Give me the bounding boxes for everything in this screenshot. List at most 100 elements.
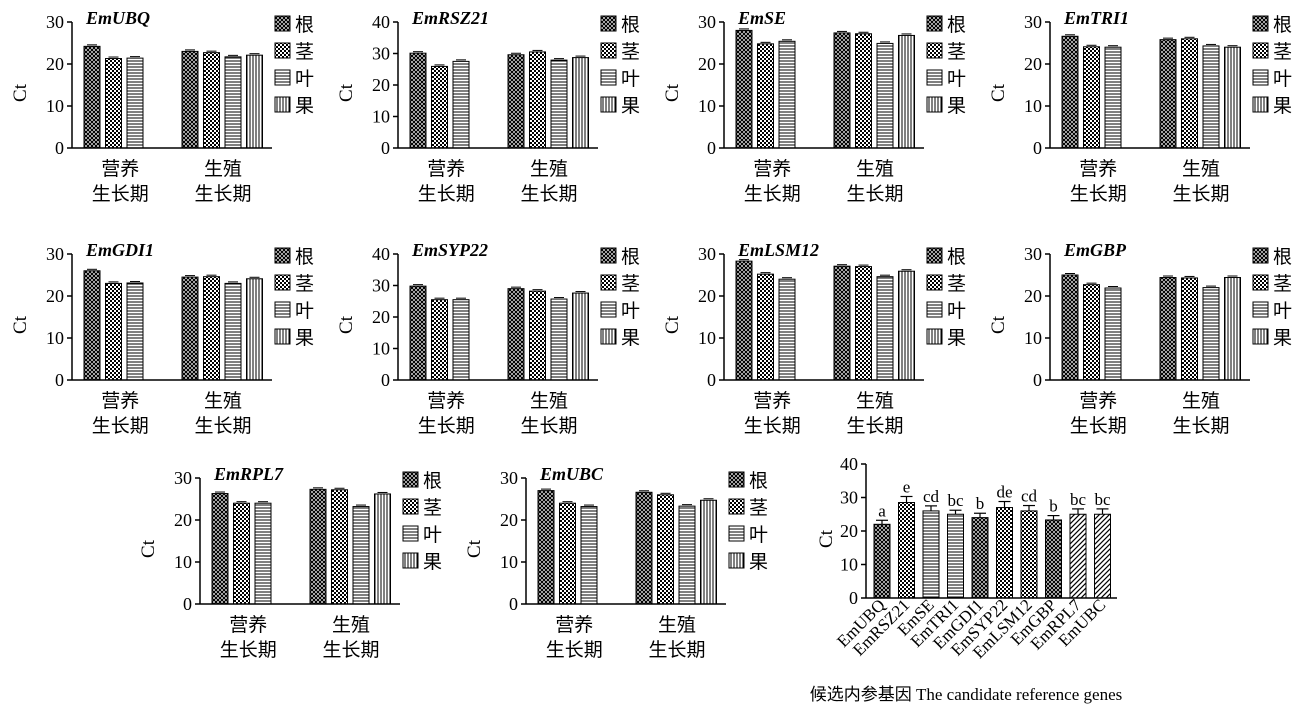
emubq-bar-reproductive-4 <box>246 54 263 149</box>
emse-legend-swatch <box>926 15 943 32</box>
chart-emubq: 0 10 20 30 Ct EmUBQ 营养 生长期 生殖 生长期 根茎叶果 <box>10 6 314 211</box>
summary-significance-letter: e <box>903 477 911 496</box>
emubc-x-category-label: 生殖 <box>658 614 696 636</box>
emse-legend-swatch <box>926 69 943 86</box>
emlsm12-bar-reproductive-2 <box>855 266 872 381</box>
emubc-y-tick-label: 10 <box>500 552 518 572</box>
emrpl7-legend-swatch <box>402 552 419 569</box>
emubc-y-axis-label: Ct <box>464 539 485 558</box>
emubc-legend-label: 叶 <box>749 524 768 546</box>
emsyp22-legend-swatch <box>600 247 617 264</box>
emsyp22-legend-swatch <box>600 328 617 345</box>
emrpl7-x-category-label: 生殖 <box>332 614 370 636</box>
emubc-y-tick-label: 20 <box>500 510 518 530</box>
emrpl7-bar-reproductive-1 <box>309 488 327 605</box>
emse-y-tick-label: 0 <box>707 138 716 158</box>
emgbp-bar-reproductive-2 <box>1181 277 1198 381</box>
emgbp-x-category-label: 生长期 <box>1070 415 1127 437</box>
emtri1-x-category-label: 生长期 <box>1172 183 1229 205</box>
emsyp22-bar-reproductive-2 <box>529 290 546 381</box>
emubq-legend-swatch <box>274 42 291 59</box>
chart-emrsz21: 0 10 20 30 40 Ct EmRSZ21 营养 生长期 生殖 生长期 根茎叶果 <box>336 6 640 211</box>
emgdi1-x-category-label: 营养 <box>101 390 139 412</box>
emgdi1-bar-reproductive-1 <box>181 276 199 381</box>
emgbp-legend-label: 果 <box>1273 327 1292 349</box>
emgdi1-chart-title: EmGDI1 <box>85 240 154 260</box>
emtri1-legend-label: 果 <box>1273 95 1292 117</box>
summary-y-axis-label: Ct <box>816 529 837 548</box>
emgbp-legend-swatch <box>1252 247 1269 264</box>
emse-bar-vegetative-1 <box>735 29 753 149</box>
summary-significance-letter: cd <box>1021 487 1038 506</box>
emsyp22-bar-reproductive-3 <box>550 298 568 381</box>
emubc-x-category-label: 生长期 <box>648 639 705 661</box>
emsyp22-y-tick-label: 0 <box>381 370 390 390</box>
summary-significance-letter: de <box>996 483 1012 502</box>
emsyp22-y-tick-label: 30 <box>372 276 390 296</box>
emubq-bar-vegetative-3 <box>126 57 144 149</box>
emlsm12-legend-swatch <box>926 247 943 264</box>
summary-y-tick-label: 0 <box>849 588 858 608</box>
emgbp-bar-reproductive-1 <box>1159 277 1177 381</box>
emrsz21-y-tick-label: 40 <box>372 12 390 32</box>
emtri1-y-tick-label: 0 <box>1033 138 1042 158</box>
emgbp-legend-swatch <box>1252 328 1269 345</box>
emsyp22-legend-swatch <box>600 301 617 318</box>
emubq-chart-title: EmUBQ <box>85 8 150 28</box>
emubc-legend-label: 根 <box>749 470 768 492</box>
emubq-bar-vegetative-2 <box>105 58 122 149</box>
summary-significance-letter: b <box>976 494 985 513</box>
emrpl7-y-axis-label: Ct <box>138 539 159 558</box>
summary-y-tick-label: 40 <box>840 454 858 474</box>
emtri1-legend-swatch <box>1252 42 1269 59</box>
summary-bar-emrpl7 <box>1069 513 1087 599</box>
emgbp-x-category-label: 生殖 <box>1182 390 1220 412</box>
emrpl7-legend-label: 茎 <box>423 497 442 519</box>
emgbp-bar-vegetative-3 <box>1104 287 1122 381</box>
emtri1-bar-vegetative-2 <box>1083 46 1100 149</box>
emubc-bar-reproductive-2 <box>657 494 674 605</box>
emrsz21-x-category-label: 生长期 <box>520 183 577 205</box>
emse-bar-vegetative-3 <box>778 40 796 149</box>
emgdi1-bar-reproductive-2 <box>203 276 220 381</box>
emtri1-x-category-label: 生长期 <box>1070 183 1127 205</box>
emgbp-chart-title: EmGBP <box>1063 240 1127 260</box>
emubc-legend-swatch <box>728 498 745 515</box>
emlsm12-legend-label: 根 <box>947 246 966 268</box>
emlsm12-legend-label: 果 <box>947 327 966 349</box>
emtri1-y-axis-label: Ct <box>988 83 1009 102</box>
emlsm12-x-category-label: 生殖 <box>856 390 894 412</box>
emlsm12-chart-title: EmLSM12 <box>737 240 819 260</box>
emrsz21-y-tick-label: 0 <box>381 138 390 158</box>
emrpl7-legend-swatch <box>402 525 419 542</box>
emgdi1-legend-label: 果 <box>295 327 314 349</box>
emubc-y-tick-label: 30 <box>500 468 518 488</box>
chart-emgbp: 0 10 20 30 Ct EmGBP 营养 生长期 生殖 生长期 根茎叶果 <box>988 238 1292 443</box>
emsyp22-bar-vegetative-1 <box>409 285 427 381</box>
emsyp22-x-category-label: 生殖 <box>530 390 568 412</box>
emgbp-bar-reproductive-3 <box>1202 287 1220 381</box>
emubc-legend-swatch <box>728 471 745 488</box>
emgbp-y-tick-label: 0 <box>1033 370 1042 390</box>
summary-significance-letter: bc <box>1070 490 1087 509</box>
emtri1-legend-swatch <box>1252 15 1269 32</box>
emubc-bar-reproductive-3 <box>678 505 696 605</box>
emgdi1-bar-vegetative-2 <box>105 282 122 381</box>
emubq-x-category-label: 生长期 <box>92 183 149 205</box>
emubc-bar-reproductive-1 <box>635 491 653 605</box>
emlsm12-y-tick-label: 0 <box>707 370 716 390</box>
emrpl7-legend-label: 根 <box>423 470 442 492</box>
emgbp-bar-vegetative-2 <box>1083 284 1100 381</box>
emubc-bar-vegetative-3 <box>580 506 598 605</box>
emgdi1-legend-swatch <box>274 301 291 318</box>
emrpl7-x-category-label: 营养 <box>229 614 267 636</box>
emrsz21-bar-reproductive-2 <box>529 51 546 149</box>
emse-x-category-label: 生长期 <box>744 183 801 205</box>
emse-legend-swatch <box>926 96 943 113</box>
emse-legend-label: 茎 <box>947 41 966 63</box>
emrsz21-y-axis-label: Ct <box>336 83 357 102</box>
emrpl7-legend-label: 叶 <box>423 524 442 546</box>
emsyp22-x-category-label: 生长期 <box>520 415 577 437</box>
